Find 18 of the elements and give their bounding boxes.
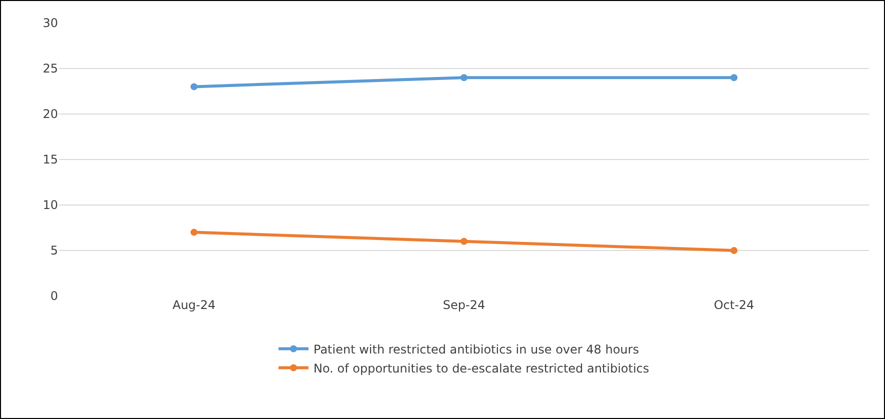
point <box>190 83 198 90</box>
y-tick-label: 15 <box>42 152 58 167</box>
x-tick-label: Sep-24 <box>442 298 486 312</box>
y-tick-label: 25 <box>42 62 58 76</box>
y-tick-label: 10 <box>42 198 58 212</box>
x-tick-label: Oct-24 <box>714 298 754 312</box>
y-tick-label: 30 <box>42 16 58 30</box>
point <box>730 247 738 254</box>
y-tick-label: 20 <box>42 107 58 122</box>
legend-label: No. of opportunities to de-escalate restricted antibiotics <box>314 361 650 376</box>
x-tick-label: Aug-24 <box>172 298 216 312</box>
point <box>460 238 468 245</box>
legend-label: Patient with restricted antibiotics in use over 48 hours <box>314 342 639 356</box>
point <box>460 74 468 82</box>
point <box>730 74 738 82</box>
y-tick-label: 0 <box>50 289 58 304</box>
y-tick-label: 5 <box>50 244 58 258</box>
point <box>190 228 198 236</box>
